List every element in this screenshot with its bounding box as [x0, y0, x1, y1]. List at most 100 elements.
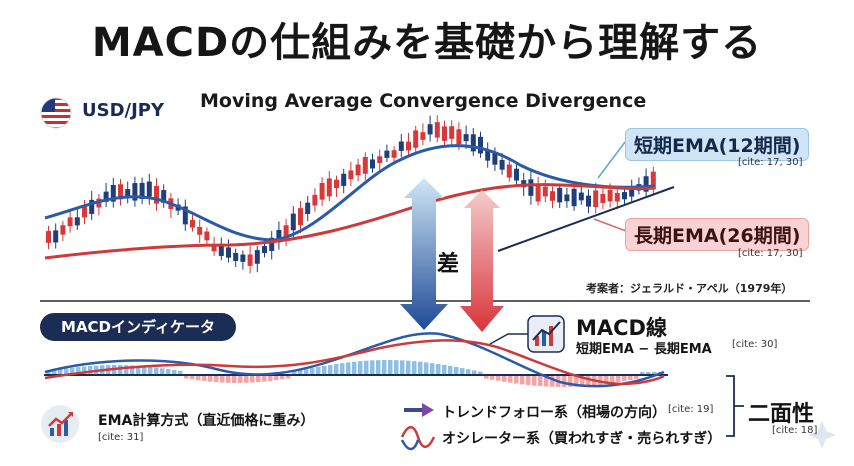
candle-body — [89, 199, 95, 214]
histogram-bar — [550, 375, 555, 387]
candle-body — [262, 246, 267, 254]
histogram-bar — [604, 375, 609, 384]
candle-body — [82, 206, 87, 218]
histogram-bar — [448, 365, 453, 375]
candle-body — [593, 190, 599, 208]
author-credit: 考案者：ジェラルド・アペル（1979年） — [586, 282, 793, 295]
candle-body — [53, 230, 59, 243]
histogram-bar — [424, 362, 429, 375]
ema-calc-label: EMA計算方式（直近価格に重み） — [98, 413, 315, 429]
histogram-bar — [472, 370, 477, 375]
histogram-bar — [76, 367, 81, 375]
histogram-bar — [52, 370, 57, 375]
histogram-bar — [646, 372, 651, 375]
histogram-bar — [616, 375, 621, 383]
histogram-bar — [292, 371, 297, 375]
candle-body — [67, 217, 73, 227]
candle-body — [348, 170, 354, 180]
duality-cite: [cite: 18] — [772, 425, 818, 436]
histogram-bar — [364, 360, 369, 375]
duality-bracket — [726, 375, 744, 437]
histogram-bar — [178, 370, 183, 375]
candle-body — [182, 206, 188, 225]
histogram-bar — [46, 371, 51, 375]
candle-body — [60, 225, 66, 235]
candle-body — [154, 186, 159, 204]
candle-body — [535, 185, 541, 202]
candle-body — [521, 180, 527, 188]
histogram-bar — [226, 375, 231, 383]
wave-icon-lower — [400, 439, 420, 451]
histogram-bar — [148, 366, 153, 375]
candle-body — [355, 164, 361, 176]
histogram-bar — [358, 361, 363, 375]
long-ema-line — [44, 183, 656, 260]
candle-body — [542, 186, 548, 197]
histogram-bar — [280, 375, 285, 380]
candle-body — [442, 126, 447, 141]
difference-arrow-red — [460, 190, 504, 332]
candle-body — [413, 130, 419, 148]
histogram-bar — [256, 375, 261, 383]
candle-body — [319, 183, 325, 200]
short-ema-callout — [597, 141, 626, 179]
candle-body — [456, 129, 462, 145]
macd-line-cite: [cite: 30] — [732, 339, 778, 350]
histogram-bar — [400, 360, 405, 375]
macd-chart-icon — [527, 315, 565, 353]
candle-body — [614, 192, 620, 202]
histogram-bar — [406, 360, 411, 375]
histogram-bar — [562, 375, 567, 387]
candle-body — [74, 217, 80, 226]
short-ema-line — [44, 144, 656, 242]
candle-body — [514, 168, 519, 181]
histogram-bar — [484, 375, 489, 379]
oscillator-label: オシレーター系（買われすぎ・売られすぎ） — [442, 431, 722, 447]
candle-body — [607, 189, 613, 202]
histogram-bar — [628, 375, 633, 381]
candle-body — [362, 157, 368, 174]
candle-body — [391, 150, 397, 158]
histogram-bar — [124, 365, 129, 375]
histogram-bar — [478, 371, 483, 375]
arrow-right-icon — [404, 403, 434, 417]
candle-body — [622, 192, 627, 200]
histogram-bar — [238, 375, 243, 383]
histogram-bar — [454, 366, 459, 375]
candle-body — [197, 226, 203, 235]
candle-body — [478, 136, 483, 154]
candle-body — [406, 141, 411, 151]
histogram-bar — [166, 369, 171, 375]
candle-body — [564, 194, 570, 202]
histogram-bar — [568, 375, 573, 387]
candle-body — [643, 176, 649, 192]
candle-body — [586, 195, 591, 207]
candle-body — [276, 229, 282, 243]
histogram-bar — [436, 364, 441, 375]
histogram-bar — [586, 375, 591, 386]
candle-body — [492, 152, 498, 165]
histogram-bar — [544, 375, 549, 387]
histogram-bar — [388, 360, 393, 375]
chart-up-icon — [41, 405, 79, 443]
candle-body — [485, 150, 491, 161]
ema-calc-cite: [cite: 31] — [98, 432, 144, 443]
histogram-bar — [340, 363, 345, 375]
histogram-bar — [268, 375, 273, 381]
candle-body — [650, 171, 656, 190]
candle-body — [118, 184, 123, 200]
candle-body — [506, 164, 512, 178]
trend-line — [497, 186, 675, 252]
candle-body — [434, 122, 440, 138]
histogram-bar — [466, 369, 471, 375]
histogram-bar — [82, 366, 87, 375]
candle-body — [269, 237, 275, 251]
histogram-bar — [304, 369, 309, 375]
candlestick-series — [46, 115, 656, 274]
candle-body — [139, 182, 145, 199]
candle-body — [146, 181, 152, 197]
histogram-bar — [442, 364, 447, 375]
histogram-bar — [190, 375, 195, 380]
candle-body — [46, 231, 51, 243]
